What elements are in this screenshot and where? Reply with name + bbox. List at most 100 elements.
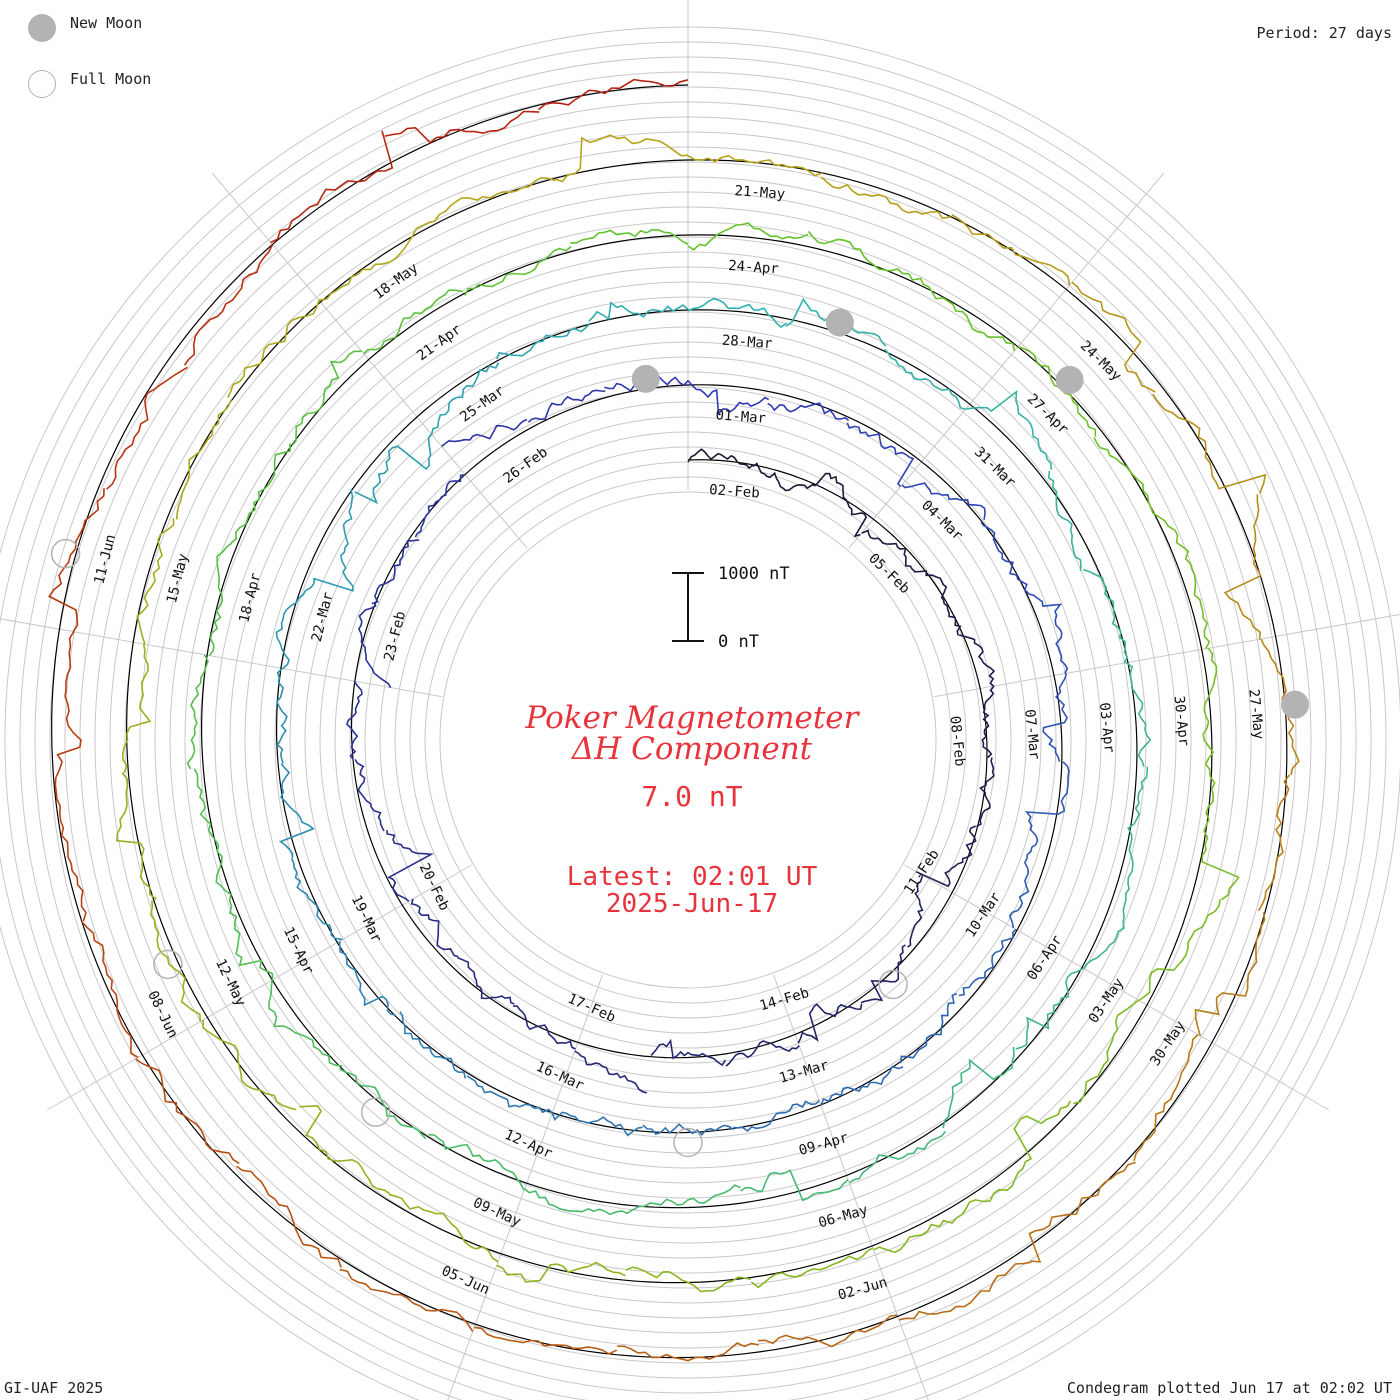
- trace-segment: [848, 1130, 947, 1184]
- trace-segment: [388, 1193, 499, 1263]
- center-title: Poker Magnetometer ΔH Component 7.0 nT L…: [525, 700, 861, 919]
- trace-segment: [733, 1100, 820, 1132]
- trace-segment: [227, 300, 320, 398]
- full-moon-legend-label: Full Moon: [70, 70, 152, 88]
- moon-markers: [50, 308, 1310, 1158]
- trace-segment: [1024, 761, 1070, 845]
- trace-segment: [428, 1133, 525, 1191]
- trace-segment: [386, 830, 434, 902]
- trace-segment: [275, 667, 288, 764]
- trace-segment: [1125, 662, 1152, 767]
- magnetometer-traces: [48, 78, 1300, 1362]
- trace-segment: [270, 130, 394, 244]
- trace-segment: [135, 1058, 240, 1165]
- trace-segment: [815, 472, 868, 538]
- trace-segment: [538, 78, 689, 111]
- new-moon-legend-icon: [28, 14, 56, 42]
- trace-segment: [338, 941, 397, 1017]
- trace-segment: [466, 1075, 553, 1114]
- trace-segment: [371, 539, 420, 605]
- trace-segment: [907, 875, 924, 948]
- trace-segment: [290, 858, 343, 941]
- date-label: 17-Feb: [565, 991, 618, 1026]
- trace-segment: [942, 1046, 1015, 1128]
- trace-segment: [345, 680, 363, 760]
- trace-segment: [767, 402, 850, 421]
- date-label: 02-Feb: [709, 482, 761, 501]
- date-label: 23-Feb: [381, 610, 409, 663]
- trace-segment: [1202, 647, 1218, 771]
- trace-segment: [513, 1005, 576, 1050]
- trace-segment: [617, 1342, 759, 1362]
- trace-segment: [898, 1261, 1032, 1321]
- trace-segment: [1223, 494, 1262, 640]
- date-label: 12-Apr: [502, 1127, 555, 1162]
- trace-segment: [632, 1184, 741, 1211]
- date-label: 02-Jun: [836, 1275, 889, 1304]
- trace-segment: [1028, 1161, 1136, 1263]
- date-label: 03-Apr: [1096, 702, 1117, 754]
- trace-segment: [820, 1065, 904, 1106]
- trace-segment: [121, 643, 152, 774]
- trace-segment: [208, 542, 233, 657]
- trace-segment: [1127, 766, 1149, 873]
- trace-segment: [496, 1261, 626, 1283]
- date-label: 05-Jun: [439, 1263, 492, 1298]
- trace-segment: [980, 521, 1029, 594]
- trace-segment: [136, 518, 175, 645]
- date-label: 20-Feb: [416, 861, 453, 913]
- trace-segment: [951, 214, 1071, 286]
- trace-segment: [1042, 673, 1069, 762]
- trace-segment: [115, 772, 157, 900]
- grid-ring: [439, 491, 937, 989]
- trace-segment: [976, 757, 995, 828]
- radial-spoke: [46, 864, 472, 1111]
- new-moon-marker: [825, 308, 854, 337]
- trace-segment: [687, 222, 809, 251]
- date-label: 22-Mar: [309, 590, 337, 643]
- new-moon-marker: [1281, 690, 1310, 719]
- trace-segment: [230, 443, 292, 544]
- radial-spoke: [211, 172, 528, 549]
- date-label: 08-Feb: [946, 715, 967, 767]
- date-label: 21-May: [734, 183, 786, 202]
- date-label: 01-Mar: [715, 407, 767, 426]
- trace-segment: [430, 362, 500, 435]
- scale-bar: 1000 nT 0 nT: [672, 564, 790, 652]
- full-moon-marker: [153, 949, 183, 980]
- trace-segment: [1133, 1033, 1199, 1162]
- radial-spoke: [904, 864, 1330, 1111]
- trace-segment: [915, 825, 977, 888]
- trace-segment: [354, 758, 385, 832]
- trace-segment: [750, 1247, 874, 1289]
- trace-segment: [54, 776, 87, 922]
- trace-segment: [354, 433, 433, 505]
- trace-segment: [1047, 470, 1082, 571]
- new-moon-marker: [1055, 365, 1084, 394]
- trace-segment: [574, 1050, 648, 1094]
- trace-segment: [441, 418, 528, 448]
- trace-segment: [291, 350, 362, 446]
- trace-segment: [313, 488, 354, 592]
- radial-spoke: [773, 974, 929, 1400]
- trace-segment: [650, 1038, 727, 1067]
- trace-segment: [554, 134, 689, 183]
- trace-segment: [278, 763, 315, 859]
- date-label: 07-Mar: [1021, 708, 1042, 760]
- trace-segment: [186, 654, 209, 770]
- trace-segment: [55, 631, 82, 778]
- scale-bottom-label: 0 nT: [718, 632, 759, 652]
- trace-segment: [399, 1011, 467, 1079]
- date-label: 18-Apr: [236, 571, 264, 624]
- full-moon-marker: [50, 538, 81, 569]
- trace-segment: [357, 604, 392, 688]
- trace-segment: [1138, 899, 1221, 1002]
- date-label: 26-Feb: [501, 444, 551, 487]
- trace-segment: [275, 578, 316, 670]
- trace-segment: [588, 301, 689, 322]
- trace-segment: [175, 399, 232, 520]
- trace-segment: [1174, 529, 1211, 650]
- date-label: 08-Jun: [144, 988, 181, 1040]
- date-label: 09-Apr: [797, 1130, 850, 1159]
- trace-segment: [807, 230, 920, 281]
